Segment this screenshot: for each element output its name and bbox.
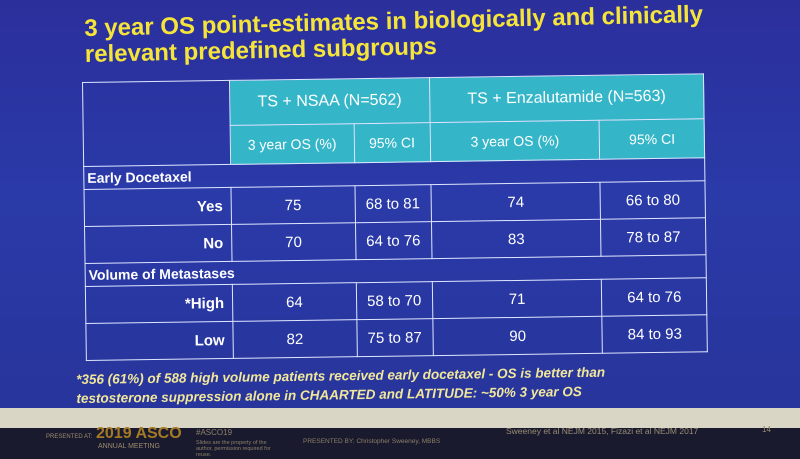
cell-nsaa-ci: 75 to 87 (356, 318, 433, 357)
cell-enza-os: 90 (432, 316, 603, 356)
cell-enza-ci: 64 to 76 (601, 277, 707, 317)
cell-nsaa-ci: 64 to 76 (355, 221, 432, 260)
col-header-enza-os: 3 year OS (%) (429, 120, 601, 162)
group-header-enzalutamide: TS + Enzalutamide (N=563) (429, 73, 705, 123)
cell-nsaa-ci: 58 to 70 (355, 281, 433, 320)
subgroup-table: TS + NSAA (N=562) TS + Enzalutamide (N=5… (82, 73, 708, 361)
asco-subtitle: ANNUAL MEETING (98, 443, 160, 450)
row-label: Yes (84, 187, 232, 227)
references: Sweeney et al NEJM 2015, Fizazi et al NE… (506, 426, 699, 436)
col-header-enza-ci: 95% CI (599, 118, 705, 160)
cell-enza-os: 71 (431, 279, 603, 319)
slide: 3 year OS point-estimates in biologicall… (0, 0, 800, 436)
hashtag: #ASCO19 (196, 428, 233, 437)
presenter: PRESENTED BY: Christopher Sweeney, MBBS (303, 438, 441, 445)
row-label: *High (85, 284, 233, 324)
cell-enza-ci: 84 to 93 (602, 314, 708, 354)
hashtag-note: Slides are the property of the author, p… (196, 440, 271, 458)
cell-nsaa-os: 64 (232, 282, 357, 322)
cell-nsaa-os: 82 (232, 319, 357, 359)
cell-enza-os: 74 (430, 182, 601, 222)
asco-logo: 2019 ASCO (96, 425, 182, 442)
group-header-nsaa: TS + NSAA (N=562) (229, 77, 430, 126)
row-label: Low (85, 321, 234, 361)
cell-enza-ci: 78 to 87 (600, 217, 706, 257)
cell-nsaa-os: 75 (230, 185, 356, 225)
slide-title: 3 year OS point-estimates in biologicall… (84, 1, 725, 68)
table-corner-cell (82, 80, 231, 167)
table-row: Low 82 75 to 87 90 84 to 93 (85, 314, 708, 361)
cell-nsaa-os: 70 (231, 222, 356, 262)
cell-nsaa-ci: 68 to 81 (354, 184, 432, 223)
row-label: No (84, 224, 233, 264)
cell-enza-ci: 66 to 80 (600, 180, 706, 220)
cell-enza-os: 83 (431, 219, 602, 259)
col-header-nsaa-os: 3 year OS (%) (230, 123, 355, 165)
footnote: *356 (61%) of 588 high volume patients r… (76, 361, 716, 408)
col-header-nsaa-ci: 95% CI (353, 122, 431, 163)
page-number: 14 (762, 425, 771, 434)
presented-at-label: PRESENTED AT: (46, 434, 93, 440)
footer-bar (0, 428, 800, 459)
